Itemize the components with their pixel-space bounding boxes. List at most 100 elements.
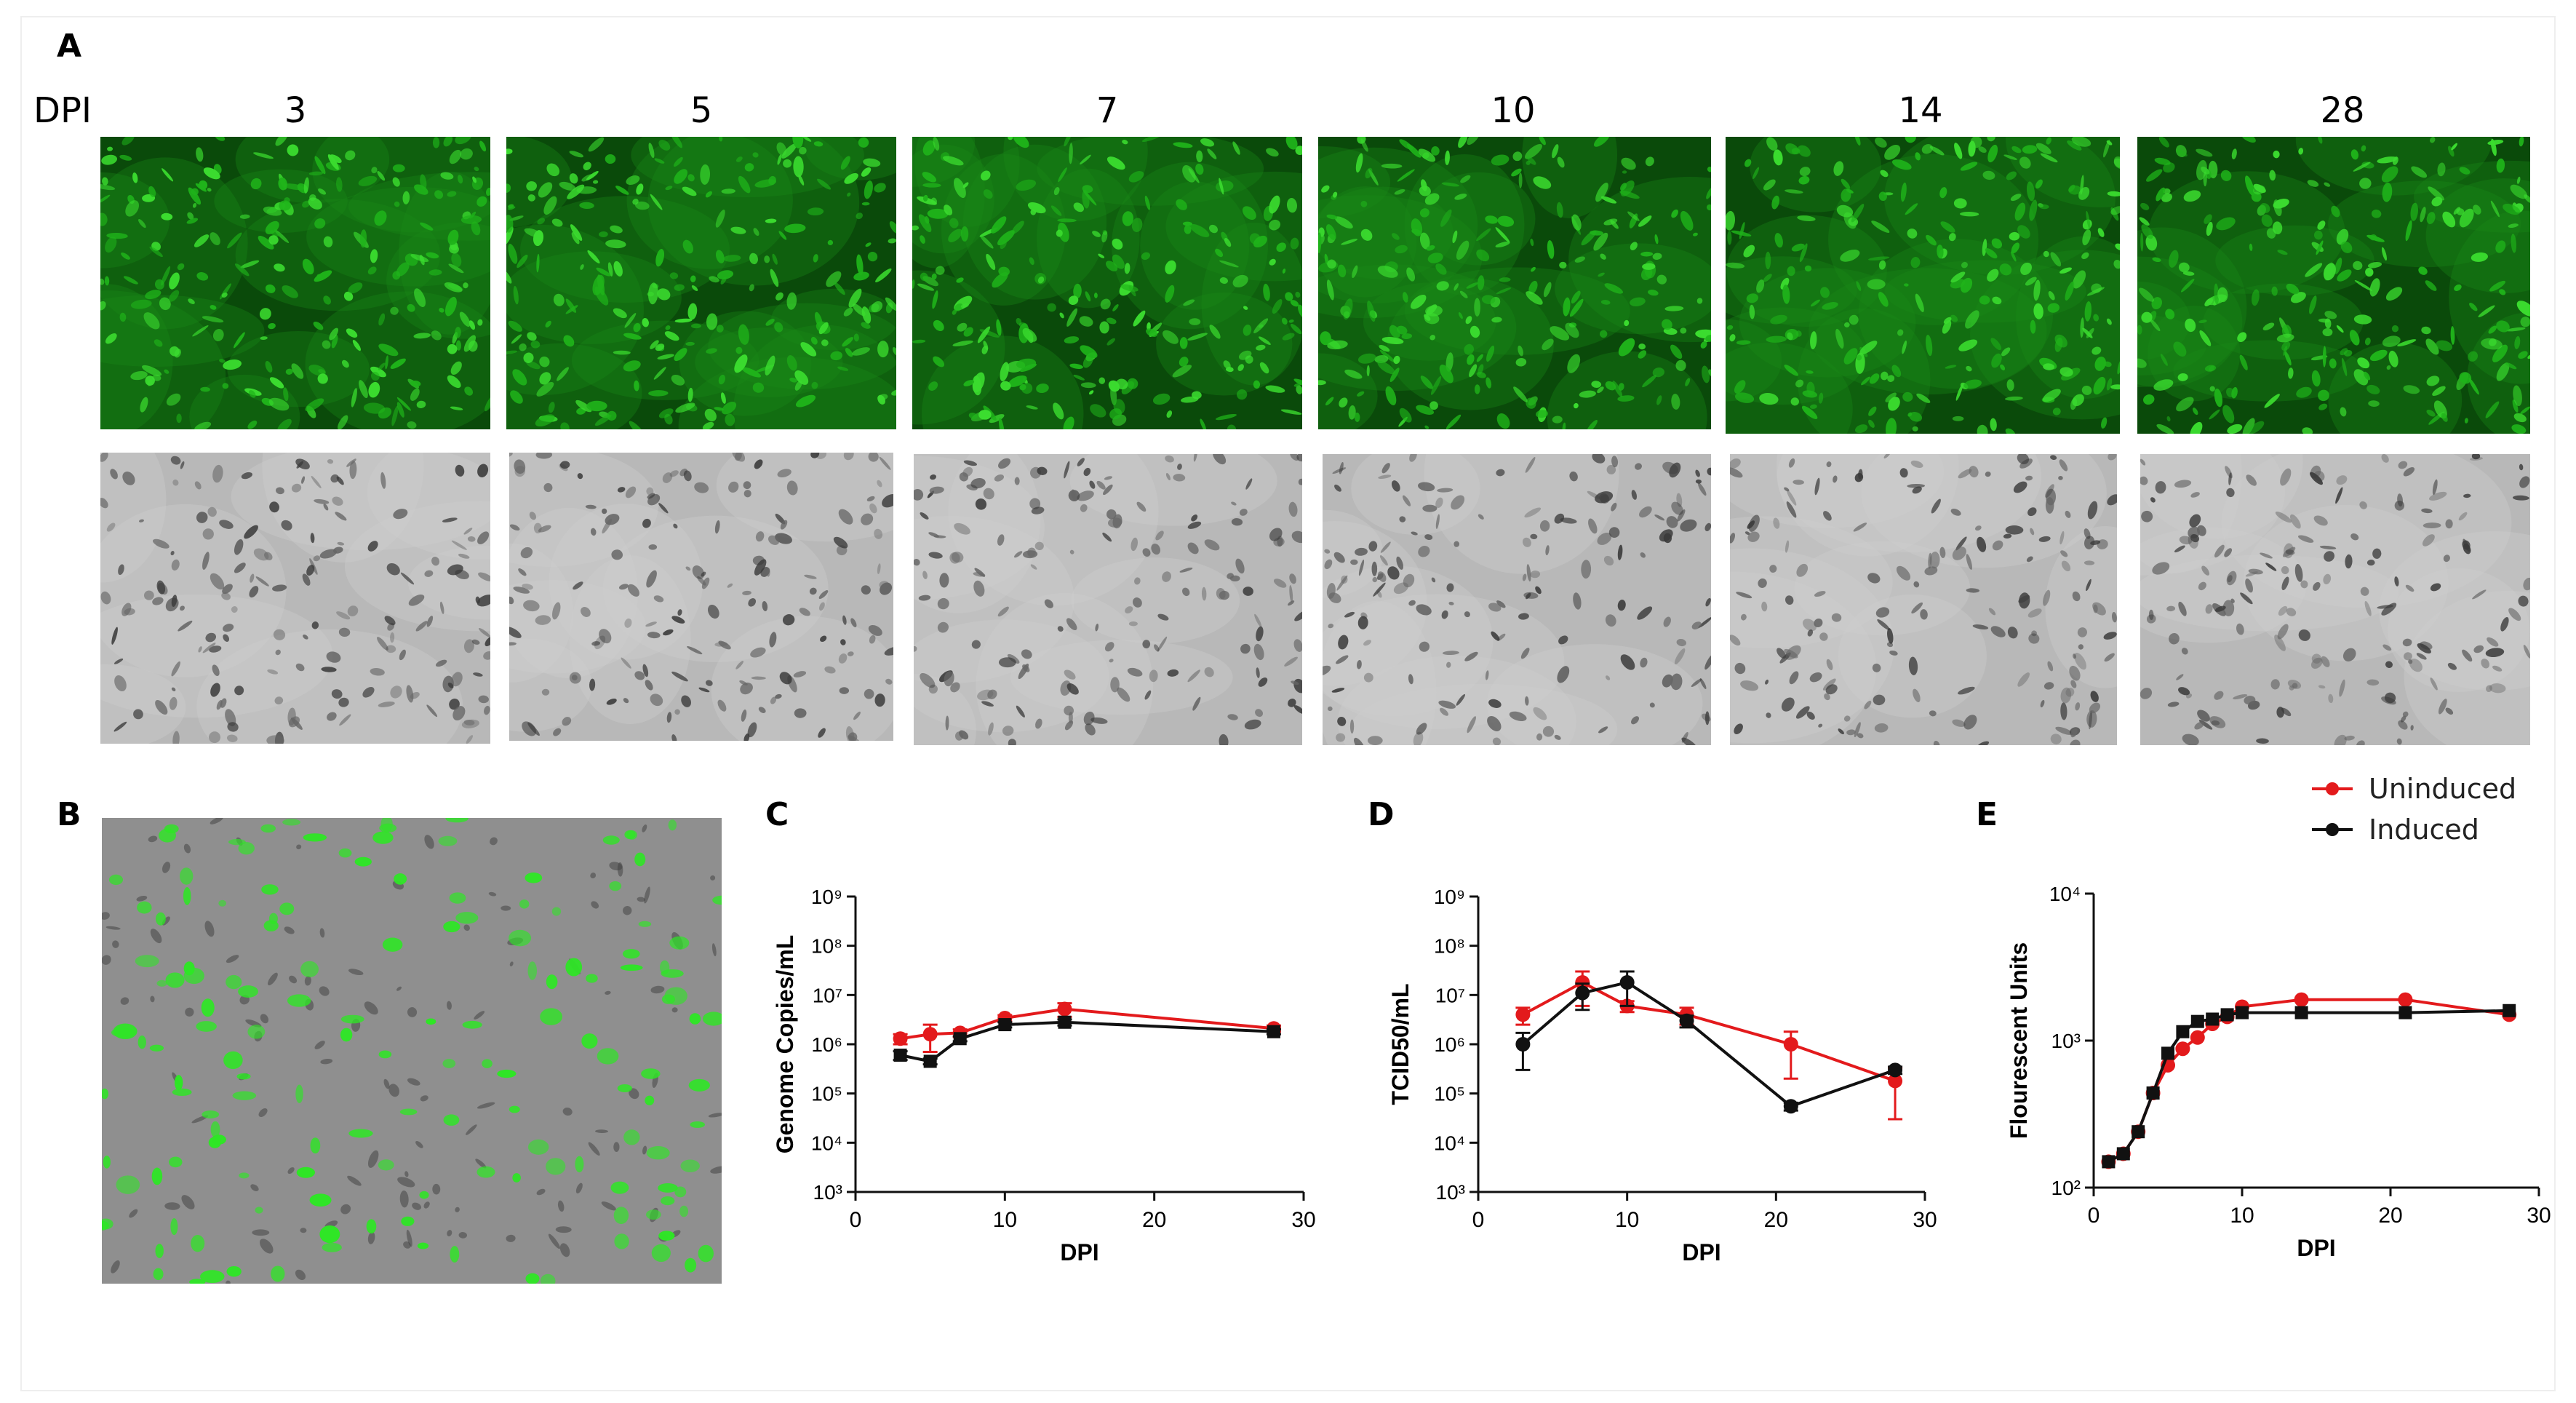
cell	[1331, 688, 1345, 693]
cell	[1363, 672, 1373, 683]
gfp-cell	[668, 819, 677, 831]
cell	[1000, 381, 1011, 391]
cell	[268, 322, 276, 330]
cell	[1117, 687, 1131, 702]
cell	[368, 381, 380, 398]
cell	[852, 347, 870, 356]
cell	[2080, 317, 2084, 338]
x-tick-label: 30	[2527, 1204, 2551, 1228]
y-tick-label: 10⁴	[811, 1132, 842, 1154]
cell	[1357, 353, 1376, 364]
cell	[120, 997, 129, 1005]
gfp-cell	[482, 1059, 493, 1068]
data-point	[2190, 1030, 2205, 1045]
cell	[2237, 332, 2247, 343]
cell	[386, 563, 400, 576]
cell	[1960, 277, 1973, 293]
cell	[2113, 259, 2120, 269]
cell	[253, 152, 274, 159]
cell	[998, 418, 1005, 429]
cell	[1077, 458, 1085, 466]
cell	[514, 459, 526, 474]
cell	[1766, 137, 1778, 151]
cell	[728, 481, 739, 493]
cell	[861, 167, 872, 177]
cell	[1403, 573, 1415, 588]
y-tick-label: 10⁸	[811, 935, 842, 958]
cell	[2047, 661, 2054, 672]
cell	[1281, 317, 1288, 325]
cell	[1559, 261, 1567, 269]
background	[1318, 137, 1711, 429]
cell	[377, 171, 386, 181]
cell	[1752, 167, 1760, 180]
cell	[1652, 253, 1662, 261]
cell	[2478, 305, 2495, 318]
cell	[513, 285, 519, 305]
cell	[2319, 545, 2337, 550]
cell	[1109, 659, 1114, 663]
cell	[1187, 669, 1200, 683]
cell	[1173, 142, 1193, 148]
cell	[2082, 229, 2091, 246]
cell	[571, 675, 578, 681]
cell	[1069, 363, 1083, 369]
cell	[1999, 263, 2012, 276]
gfp-cell	[210, 1121, 220, 1138]
gfp-cell	[527, 1139, 549, 1155]
cell	[234, 563, 246, 573]
cell	[740, 683, 753, 695]
cell	[2284, 351, 2292, 366]
gfp-micrograph	[100, 137, 490, 429]
cell	[2324, 318, 2332, 329]
cell	[509, 524, 520, 531]
cell	[1631, 490, 1638, 500]
cell	[658, 140, 671, 151]
cell	[234, 685, 244, 696]
data-point	[1575, 985, 1590, 1001]
cell	[2226, 488, 2235, 498]
cell	[432, 1183, 441, 1195]
cell	[1064, 461, 1070, 479]
cell	[1464, 343, 1474, 355]
cell	[164, 369, 170, 374]
light-patch	[1838, 594, 1987, 718]
cell	[1611, 502, 1617, 512]
cell	[260, 1014, 269, 1024]
cell	[1533, 176, 1552, 189]
cell	[410, 388, 420, 401]
cell	[2214, 691, 2224, 700]
cell	[885, 297, 896, 311]
cell	[1037, 466, 1048, 475]
cell	[1035, 718, 1042, 729]
cell	[275, 137, 288, 146]
cell	[562, 717, 572, 726]
cell	[378, 362, 386, 370]
cell	[1157, 636, 1168, 652]
glow-patch	[2215, 225, 2374, 296]
cell	[1987, 144, 1998, 163]
cell	[838, 653, 848, 664]
cell	[2324, 311, 2337, 319]
cell	[1734, 392, 1755, 403]
cell	[981, 170, 991, 180]
cell	[2094, 357, 2106, 371]
cell	[339, 714, 351, 726]
cell	[1227, 424, 1237, 429]
cell	[882, 493, 893, 508]
cell	[196, 512, 208, 523]
cell	[332, 496, 343, 506]
glow-patch	[678, 357, 896, 429]
gfp-cell	[546, 1158, 566, 1175]
cell	[1266, 148, 1279, 157]
cell	[2022, 145, 2038, 154]
cell	[511, 334, 522, 344]
cell	[1209, 224, 1219, 234]
cell	[1272, 299, 1283, 314]
cell	[234, 263, 250, 277]
cell	[1284, 656, 1298, 667]
cell	[463, 282, 468, 289]
cell	[647, 291, 654, 297]
cell	[1877, 619, 1890, 631]
cell	[590, 528, 597, 536]
